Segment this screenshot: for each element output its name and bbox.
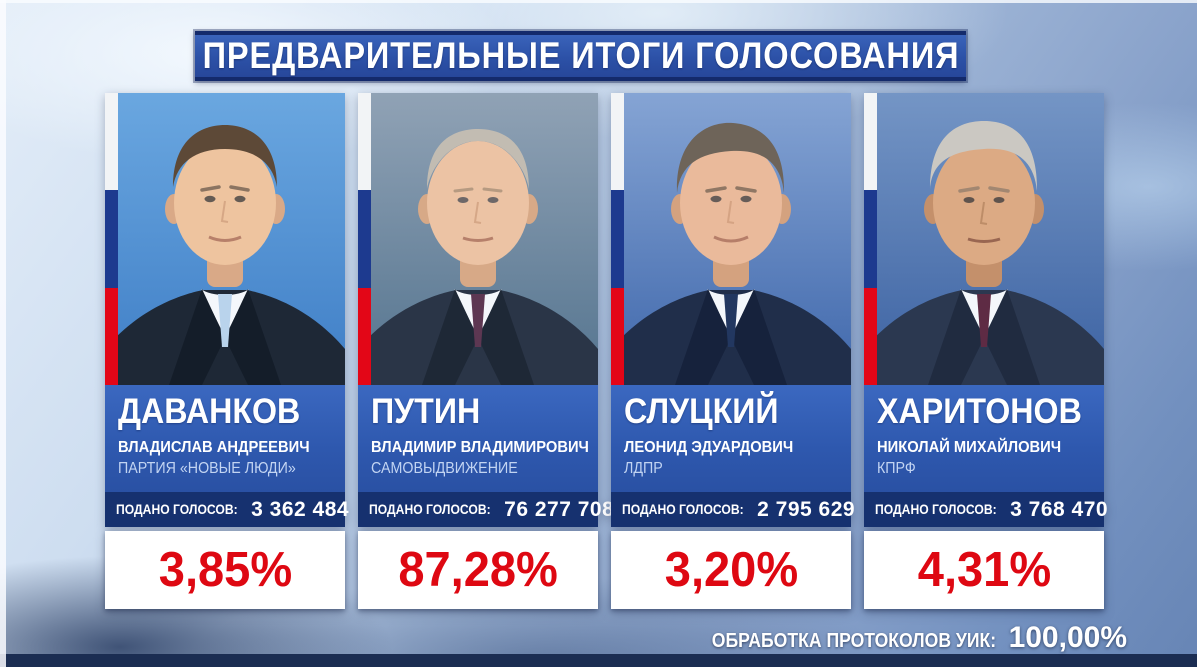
flag-blue-band [864,190,877,288]
percent-box: 4,31% [864,531,1104,609]
candidate-given-names: НИКОЛАЙ МИХАЙЛОВИЧ [877,439,1062,456]
votes-strip: ПОДАНО ГОЛОСОВ: 3 768 470 [864,492,1108,527]
flag-white-band [358,93,371,191]
candidate-photo [611,93,851,385]
candidate-photo [105,93,345,385]
votes-count: 76 277 708 [504,497,615,521]
votes-label: ПОДАНО ГОЛОСОВ: [369,502,491,517]
person-avatar [105,125,345,385]
russia-flag-stripe [864,93,877,385]
percent-value: 3,85% [158,543,292,597]
candidate-name-panel: ХАРИТОНОВ НИКОЛАЙ МИХАЙЛОВИЧ КПРФ [864,385,1104,492]
percent-value: 3,20% [664,543,798,597]
left-edge-highlight [0,0,6,667]
flag-white-band [864,93,877,191]
russia-flag-stripe [105,93,118,385]
candidate-cards-row: ДАВАНКОВ ВЛАДИСЛАВ АНДРЕЕВИЧ ПАРТИЯ «НОВ… [105,93,1108,609]
page-title: ПРЕДВАРИТЕЛЬНЫЕ ИТОГИ ГОЛОСОВАНИЯ [202,35,959,76]
percent-box: 3,20% [611,531,851,609]
candidate-name-panel: ПУТИН ВЛАДИМИР ВЛАДИМИРОВИЧ САМОВЫДВИЖЕН… [358,385,598,492]
votes-label: ПОДАНО ГОЛОСОВ: [622,502,744,517]
candidate-photo [358,93,598,385]
votes-count: 3 362 484 [251,497,350,521]
title-banner: ПРЕДВАРИТЕЛЬНЫЕ ИТОГИ ГОЛОСОВАНИЯ [195,31,966,81]
person-avatar [358,129,598,385]
flag-white-band [611,93,624,191]
candidate-card-putin: ПУТИН ВЛАДИМИР ВЛАДИМИРОВИЧ САМОВЫДВИЖЕН… [358,93,614,609]
votes-label: ПОДАНО ГОЛОСОВ: [875,502,997,517]
candidate-surname: ПУТИН [371,392,481,431]
percent-value: 87,28% [398,543,558,597]
flag-blue-band [105,190,118,288]
percent-box: 3,85% [105,531,345,609]
votes-count: 3 768 470 [1010,497,1109,521]
candidate-surname: ДАВАНКОВ [118,392,301,431]
russia-flag-stripe [358,93,371,385]
candidate-card-davankov: ДАВАНКОВ ВЛАДИСЛАВ АНДРЕЕВИЧ ПАРТИЯ «НОВ… [105,93,349,609]
candidate-given-names: ВЛАДИМИР ВЛАДИМИРОВИЧ [371,439,589,456]
flag-blue-band [358,190,371,288]
votes-strip: ПОДАНО ГОЛОСОВ: 2 795 629 [611,492,855,527]
candidate-photo [864,93,1104,385]
top-edge-highlight [0,0,1197,3]
candidate-surname: СЛУЦКИЙ [624,392,779,431]
candidate-given-names: ВЛАДИСЛАВ АНДРЕЕВИЧ [118,439,310,456]
candidate-given-names: ЛЕОНИД ЭДУАРДОВИЧ [624,439,794,456]
candidate-party: ПАРТИЯ «НОВЫЕ ЛЮДИ» [118,460,296,477]
votes-strip: ПОДАНО ГОЛОСОВ: 3 362 484 [105,492,349,527]
candidate-card-kharitonov: ХАРИТОНОВ НИКОЛАЙ МИХАЙЛОВИЧ КПРФ ПОДАНО… [864,93,1108,609]
person-avatar [864,121,1104,385]
percent-box: 87,28% [358,531,598,609]
candidate-card-slutsky: СЛУЦКИЙ ЛЕОНИД ЭДУАРДОВИЧ ЛДПР ПОДАНО ГО… [611,93,855,609]
flag-blue-band [611,190,624,288]
flag-red-band [105,287,118,385]
bottom-bar [0,654,1197,667]
candidate-party: САМОВЫДВИЖЕНИЕ [371,460,518,477]
russia-flag-stripe [611,93,624,385]
protocols-processed-status: ОБРАБОТКА ПРОТОКОЛОВ УИК: 100,00% [673,621,1127,655]
votes-strip: ПОДАНО ГОЛОСОВ: 76 277 708 [358,492,614,527]
flag-white-band [105,93,118,191]
protocols-processed-label: ОБРАБОТКА ПРОТОКОЛОВ УИК: [712,630,997,652]
candidate-name-panel: СЛУЦКИЙ ЛЕОНИД ЭДУАРДОВИЧ ЛДПР [611,385,851,492]
flag-red-band [864,287,877,385]
candidate-party: КПРФ [877,460,916,477]
candidate-name-panel: ДАВАНКОВ ВЛАДИСЛАВ АНДРЕЕВИЧ ПАРТИЯ «НОВ… [105,385,345,492]
protocols-processed-value: 100,00% [1008,621,1127,654]
person-avatar [611,122,851,385]
candidate-surname: ХАРИТОНОВ [877,392,1082,431]
votes-count: 2 795 629 [757,497,856,521]
flag-red-band [358,287,371,385]
percent-value: 4,31% [917,543,1051,597]
flag-red-band [611,287,624,385]
candidate-party: ЛДПР [624,460,663,477]
votes-label: ПОДАНО ГОЛОСОВ: [116,502,238,517]
